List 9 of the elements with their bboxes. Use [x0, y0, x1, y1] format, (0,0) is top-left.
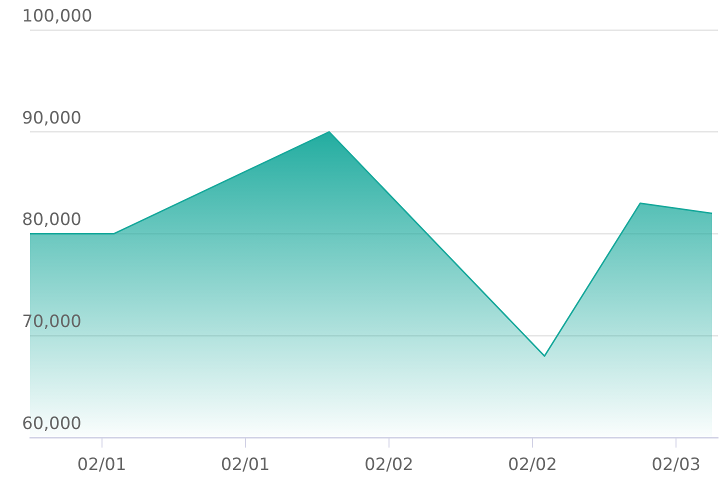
x-tick-label: 02/03: [652, 455, 701, 476]
x-tick-label: 02/01: [77, 455, 126, 476]
x-tick-label: 02/02: [364, 455, 414, 476]
y-tick-label: 80,000: [22, 210, 82, 230]
y-tick-label: 90,000: [22, 108, 82, 128]
y-tick-label: 60,000: [22, 414, 82, 434]
y-tick-label: 100,000: [22, 6, 92, 26]
x-tick-label: 02/02: [508, 455, 558, 476]
x-tick-label: 02/01: [220, 455, 270, 476]
